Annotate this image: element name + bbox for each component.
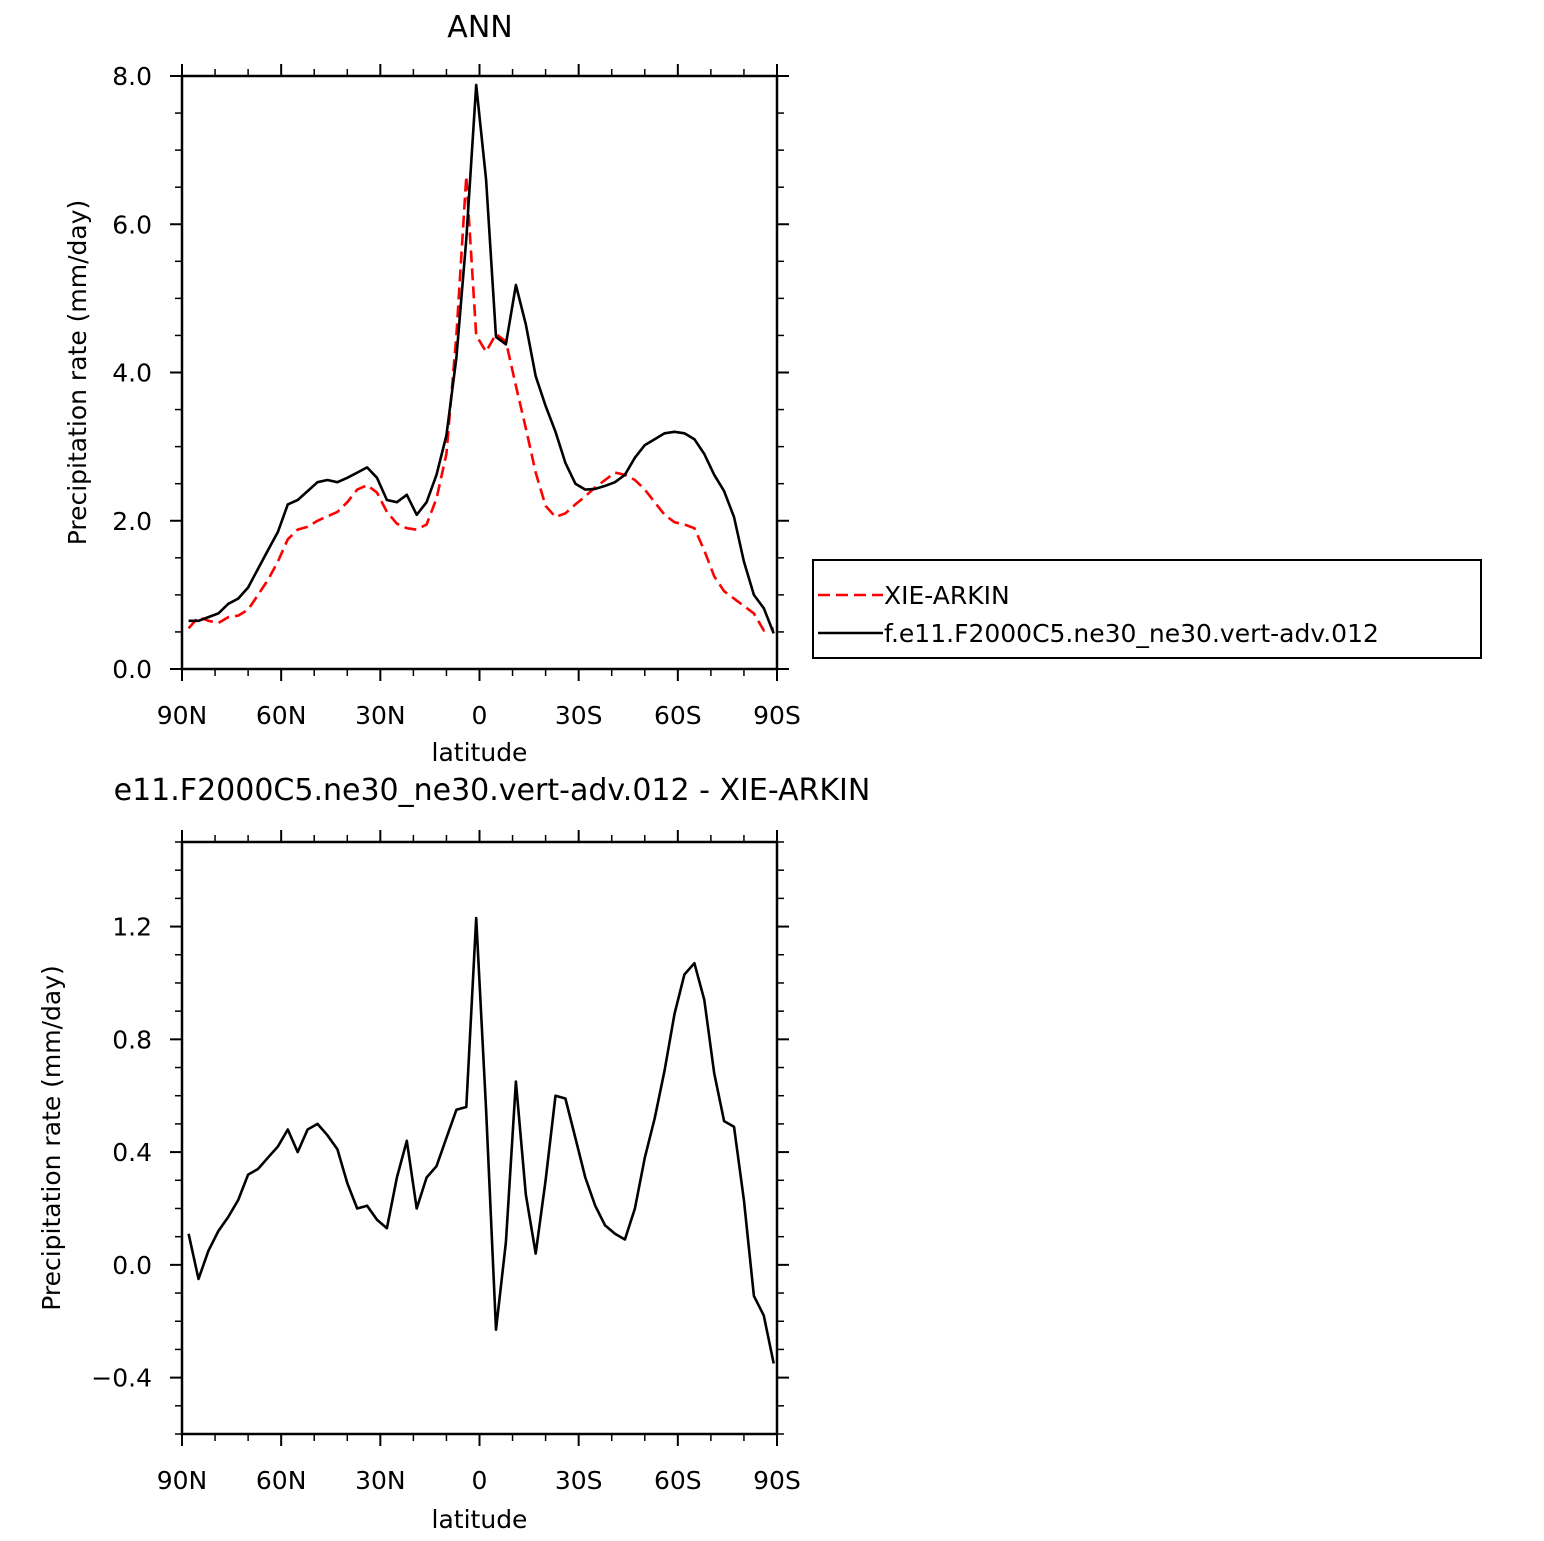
series-line-f-e11-f2000c5-ne30-ne30-vert-adv-012 xyxy=(188,83,775,634)
x-tick-label: 60S xyxy=(654,701,702,730)
x-axis-title: latitude xyxy=(432,1505,528,1534)
legend-box xyxy=(812,559,1482,659)
top-panel: 90N 60N 30N 0 30S 60S 90S 0.0 2.0 4.0 6.0 8.0 ANN lat… xyxy=(63,10,801,767)
y-tick-label: −0.4 xyxy=(91,1364,152,1393)
y-tick-label: 0.4 xyxy=(112,1138,152,1167)
legend-label: f.e11.F2000C5.ne30_ne30.vert-adv.012 xyxy=(884,619,1379,648)
x-tick-label: 90S xyxy=(753,1466,801,1495)
series-line-xie-arkin xyxy=(187,174,774,632)
x-tick-label: 0 xyxy=(472,1466,488,1495)
x-tick-label: 30N xyxy=(355,701,406,730)
y-tick-label: 2.0 xyxy=(112,507,152,536)
y-axis-title: Precipitation rate (mm/day) xyxy=(63,200,92,546)
x-axis-title: latitude xyxy=(432,738,528,767)
x-tick-label: 30S xyxy=(555,701,603,730)
series-line-difference xyxy=(187,916,775,1364)
x-tick-label: 90S xyxy=(753,701,801,730)
chart-title: e11.F2000C5.ne30_ne30.vert-adv.012 - XIE… xyxy=(114,773,871,808)
x-tick-label: 30S xyxy=(555,1466,603,1495)
y-tick-label: 0.0 xyxy=(112,655,152,684)
x-tick-label: 60N xyxy=(256,701,307,730)
x-tick-label: 0 xyxy=(472,701,488,730)
y-tick-label: 0.0 xyxy=(112,1251,152,1280)
x-tick-label: 90N xyxy=(157,1466,208,1495)
plot-frame xyxy=(180,840,779,1436)
y-tick-label: 0.8 xyxy=(112,1025,152,1054)
y-tick-label: 8.0 xyxy=(112,62,152,91)
legend: XIE-ARKIN f.e11.F2000C5.ne30_ne30.vert-ad… xyxy=(812,559,1482,659)
legend-label: XIE-ARKIN xyxy=(884,581,1010,610)
y-tick-label: 4.0 xyxy=(112,359,152,388)
chart-title: ANN xyxy=(447,10,512,45)
x-tick-label: 30N xyxy=(355,1466,406,1495)
x-tick-label: 60N xyxy=(256,1466,307,1495)
bottom-panel: 90N 60N 30N 0 30S 60S 90S −0.4 0.0 0.4 0.8 1.2 e11.F… xyxy=(37,773,870,1534)
y-axis-title: Precipitation rate (mm/day) xyxy=(37,965,66,1311)
x-tick-label: 60S xyxy=(654,1466,702,1495)
x-tick-label: 90N xyxy=(157,701,208,730)
plot-frame xyxy=(180,74,779,671)
y-tick-label: 1.2 xyxy=(112,913,152,942)
y-tick-label: 6.0 xyxy=(112,210,152,239)
